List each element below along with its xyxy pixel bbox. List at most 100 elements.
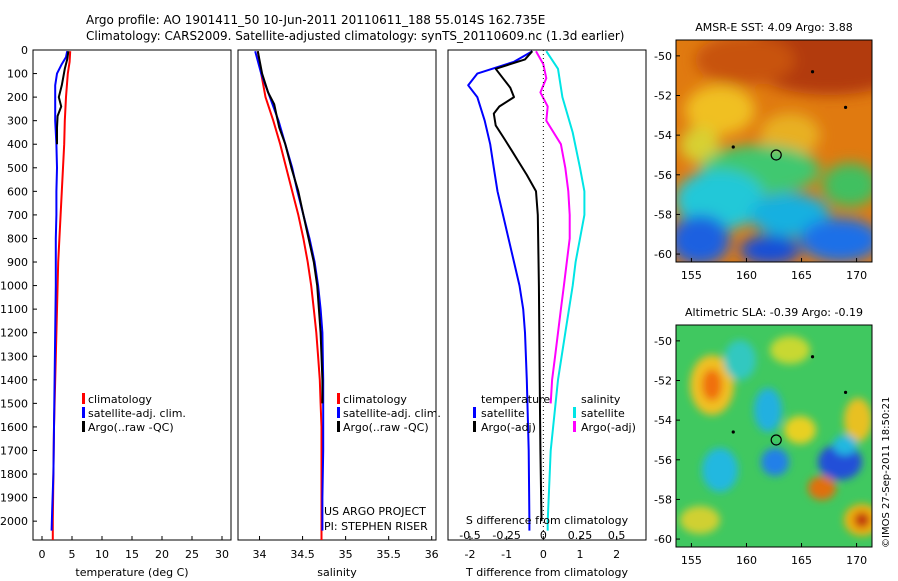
map-x-tick-label: 155 bbox=[681, 269, 702, 282]
depth-tick-label: 1900 bbox=[0, 492, 28, 505]
header-line1: Argo profile: AO 1901411_50 10-Jun-2011 … bbox=[86, 13, 545, 27]
sst-blue-3 bbox=[740, 235, 800, 262]
legend-label-t-satellite: satellite bbox=[481, 407, 525, 420]
sla-cyan-2 bbox=[754, 388, 782, 432]
track-point bbox=[810, 70, 815, 74]
map-y-tick-label: -54 bbox=[654, 129, 672, 142]
map-y-tick-label: -58 bbox=[654, 208, 672, 221]
series-line-t-satellite bbox=[467, 50, 533, 531]
salinity-axes: 34 34.5 35 35.5 36 bbox=[253, 536, 439, 561]
salinity-legend: climatology satellite-adj. clim. Argo(..… bbox=[337, 393, 441, 434]
map-x-tick-label: 155 bbox=[681, 554, 702, 567]
legend-swatch-satellite bbox=[337, 407, 340, 418]
series-line-argo-raw-qc- bbox=[56, 51, 70, 145]
series-line-satellite-adj-clim- bbox=[50, 51, 69, 531]
temperature-axes: 0 5 10 15 20 25 30 bbox=[39, 536, 229, 561]
sst-green-2 bbox=[822, 163, 872, 207]
series-line-t-argo-adj- bbox=[492, 50, 543, 522]
sla-yellow-6 bbox=[680, 506, 720, 534]
series-line-climatology bbox=[256, 51, 323, 540]
map-y-tick-label: -60 bbox=[654, 533, 672, 546]
x-tick-label: 2 bbox=[613, 548, 620, 561]
s-tick-label: 0.5 bbox=[608, 529, 626, 542]
map-y-tick-label: -58 bbox=[654, 493, 672, 506]
header-line2: Climatology: CARS2009. Satellite-adjuste… bbox=[86, 29, 624, 43]
x-tick-label: 10 bbox=[95, 548, 109, 561]
legend-label-argo: Argo(..raw -QC) bbox=[88, 421, 174, 434]
depth-tick-label: 2000 bbox=[0, 515, 28, 528]
map-y-tick-label: -52 bbox=[654, 375, 672, 388]
sla-cyan-4 bbox=[833, 435, 857, 455]
sst-map-title: AMSR-E SST: 4.09 Argo: 3.88 bbox=[695, 21, 853, 34]
sst-cyan-1 bbox=[676, 170, 765, 230]
legend-swatch-climatology bbox=[337, 393, 340, 404]
x-tick-label: 0 bbox=[540, 548, 547, 561]
profile-location-marker bbox=[770, 434, 782, 446]
legend-title-salinity: salinity bbox=[581, 393, 621, 406]
depth-tick-label: 1200 bbox=[0, 327, 28, 340]
x-tick-label: 35.5 bbox=[376, 548, 401, 561]
legend-swatch-argo bbox=[82, 421, 85, 432]
s-tick-label: -0.25 bbox=[492, 529, 520, 542]
x-tick-label: 36 bbox=[425, 548, 439, 561]
depth-tick-label: 1400 bbox=[0, 374, 28, 387]
legend-label-s-satellite: satellite bbox=[581, 407, 625, 420]
x-tick-label: 1 bbox=[577, 548, 584, 561]
project-label: US ARGO PROJECT bbox=[324, 505, 426, 518]
temperature-xlabel: temperature (deg C) bbox=[75, 566, 188, 579]
temperature-plot-frame bbox=[32, 49, 232, 541]
depth-tick-label: 400 bbox=[7, 138, 28, 151]
sst-yellow-1 bbox=[685, 85, 755, 135]
depth-tick-label: 1600 bbox=[0, 421, 28, 434]
series-line-s-argo-adj- bbox=[535, 50, 571, 404]
depth-tick-label: 1700 bbox=[0, 444, 28, 457]
salinity-xlabel: salinity bbox=[317, 566, 357, 579]
track-point bbox=[810, 355, 815, 359]
legend-label-climatology: climatology bbox=[88, 393, 152, 406]
map-y-tick-label: -60 bbox=[654, 248, 672, 261]
map-x-tick-label: 170 bbox=[846, 554, 867, 567]
legend-label-s-argo: Argo(-adj) bbox=[581, 421, 636, 434]
difference-plot-frame bbox=[447, 49, 647, 541]
x-tick-label: -2 bbox=[465, 548, 476, 561]
map-y-tick-label: -56 bbox=[654, 169, 672, 182]
x-tick-label: 34.5 bbox=[290, 548, 315, 561]
sst-yellow-3 bbox=[680, 127, 720, 163]
legend-swatch-s-argo bbox=[573, 421, 576, 432]
depth-tick-label: 0 bbox=[21, 44, 28, 57]
sla-map-frame bbox=[675, 324, 873, 548]
legend-swatch-satellite bbox=[82, 407, 85, 418]
salinity-series bbox=[254, 50, 325, 540]
s-tick-label: -0.5 bbox=[459, 529, 480, 542]
difference-xlabel-s: S difference from climatology bbox=[466, 514, 629, 527]
track-point bbox=[731, 430, 735, 434]
map-y-tick-label: -50 bbox=[654, 50, 672, 63]
series-line-satellite-adj-clim- bbox=[254, 50, 325, 531]
s-tick-label: 0 bbox=[540, 529, 547, 542]
sla-blue-2 bbox=[761, 448, 789, 476]
sla-red-1 bbox=[854, 512, 870, 528]
track-point bbox=[843, 390, 848, 394]
depth-tick-label: 1800 bbox=[0, 468, 28, 481]
sla-map bbox=[676, 325, 872, 547]
legend-label-t-argo: Argo(-adj) bbox=[481, 421, 536, 434]
depth-tick-label: 1500 bbox=[0, 397, 28, 410]
depth-axis: 0 100 200 300 400 500 600 700 800 900 1000 1100 1200… bbox=[0, 44, 37, 528]
legend-title-temperature: temperature bbox=[481, 393, 550, 406]
sst-blue-1 bbox=[676, 215, 730, 262]
sla-orange-1 bbox=[702, 369, 722, 401]
sla-cyan-1 bbox=[724, 340, 756, 380]
map-x-tick-label: 170 bbox=[846, 269, 867, 282]
profile-location-marker bbox=[770, 149, 782, 161]
depth-tick-label: 500 bbox=[7, 162, 28, 175]
legend-label-satellite: satellite-adj. clim. bbox=[343, 407, 441, 420]
x-tick-label: 20 bbox=[155, 548, 169, 561]
depth-tick-label: 1300 bbox=[0, 350, 28, 363]
depth-tick-label: 1100 bbox=[0, 303, 28, 316]
sla-yellow-3 bbox=[784, 416, 816, 444]
depth-tick-label: 700 bbox=[7, 209, 28, 222]
depth-tick-label: 800 bbox=[7, 232, 28, 245]
map-y-tick-label: -56 bbox=[654, 454, 672, 467]
depth-tick-label: 200 bbox=[7, 91, 28, 104]
